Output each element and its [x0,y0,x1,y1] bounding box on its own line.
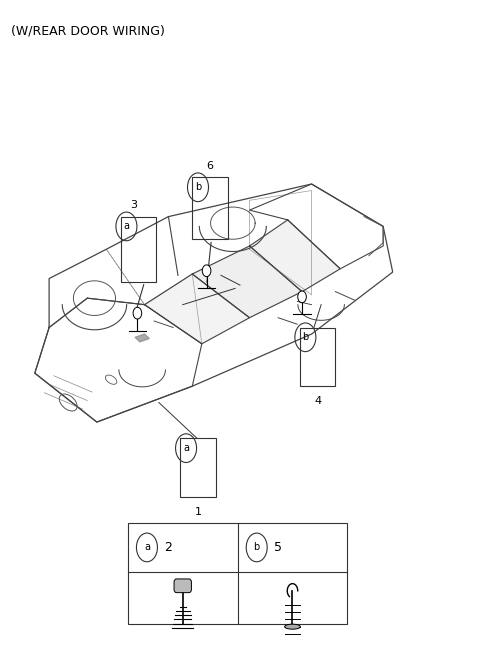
Polygon shape [135,334,149,342]
Bar [300,328,336,386]
Text: 2: 2 [165,541,172,554]
Text: a: a [183,443,189,453]
Circle shape [202,265,211,276]
Text: 1: 1 [195,507,202,517]
Polygon shape [250,220,340,291]
Text: (W/REAR DOOR WIRING): (W/REAR DOOR WIRING) [11,24,165,37]
Bar [180,438,216,497]
Text: b: b [253,542,260,552]
Circle shape [298,291,306,303]
Text: b: b [302,332,309,343]
Bar [192,178,228,240]
Text: b: b [195,182,201,193]
Text: 4: 4 [314,396,321,406]
Polygon shape [192,246,302,318]
Text: 6: 6 [207,161,214,171]
FancyBboxPatch shape [174,579,192,593]
Text: a: a [144,542,150,552]
Text: 3: 3 [130,200,137,210]
Text: 5: 5 [274,541,282,554]
Ellipse shape [285,624,300,629]
Text: a: a [123,221,130,231]
Circle shape [133,307,142,319]
Polygon shape [144,274,250,344]
Bar [120,217,156,282]
